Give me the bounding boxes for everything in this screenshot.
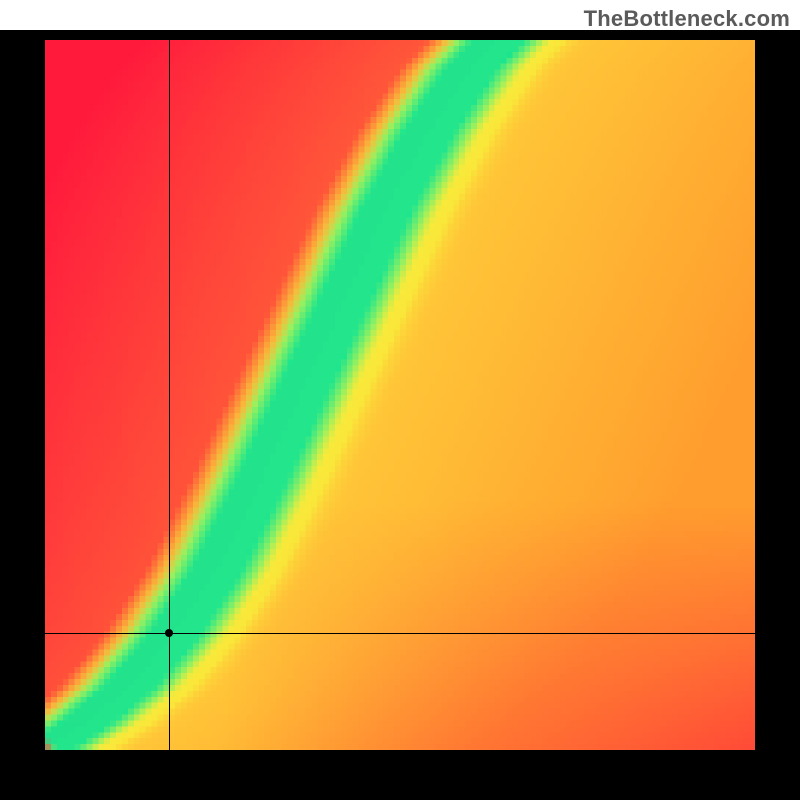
crosshair-horizontal xyxy=(45,633,755,634)
crosshair-marker xyxy=(165,629,173,637)
crosshair-vertical xyxy=(169,40,170,750)
watermark-text: TheBottleneck.com xyxy=(584,6,790,32)
heatmap-plot-area xyxy=(45,40,755,750)
chart-outer-frame xyxy=(0,30,800,800)
heatmap-canvas xyxy=(45,40,755,750)
